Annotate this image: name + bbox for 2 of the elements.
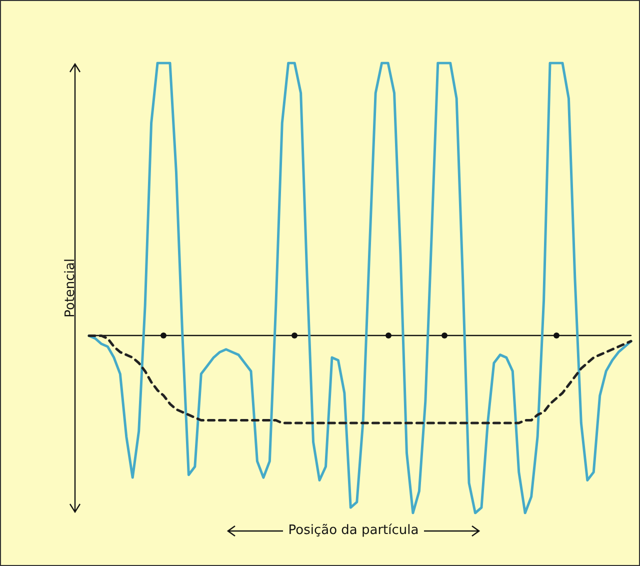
y-axis-title: Potencial: [63, 258, 78, 318]
x-axis-title: Posição da partícula: [288, 523, 419, 538]
